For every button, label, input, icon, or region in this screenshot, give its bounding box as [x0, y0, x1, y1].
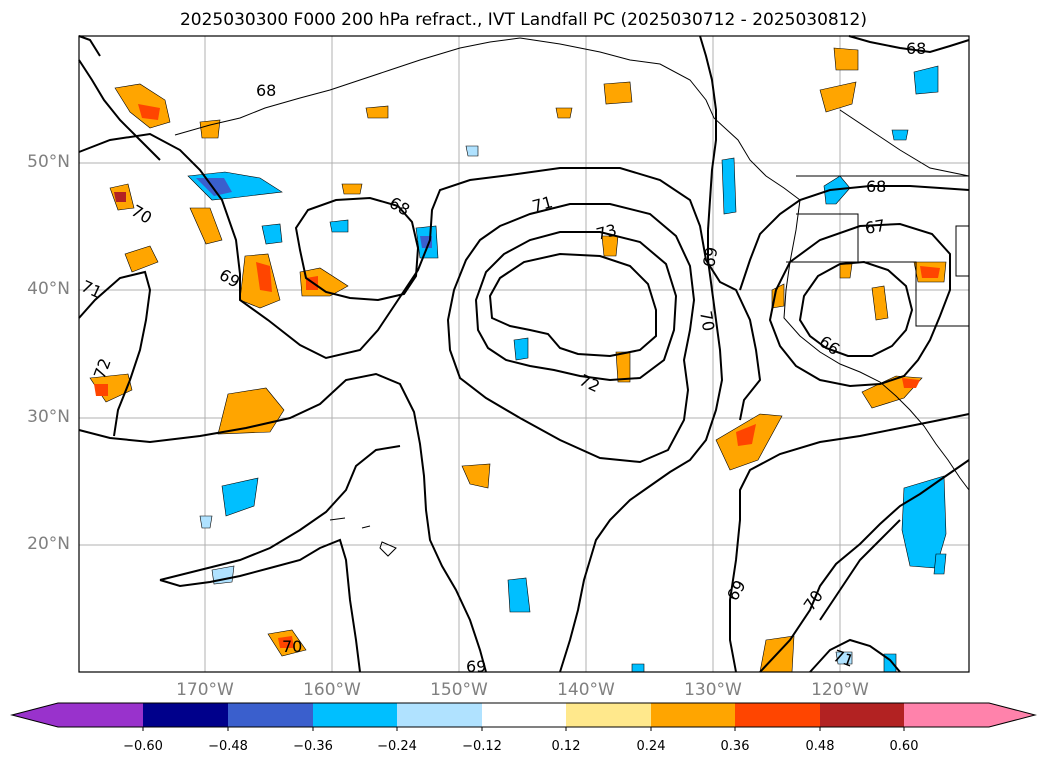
colorbar-bin	[313, 703, 397, 727]
colorbar-extend-min	[12, 703, 58, 727]
graticule	[79, 36, 969, 672]
colorbar-bin	[904, 703, 989, 727]
colorbar-bin	[566, 703, 651, 727]
colorbar-tick-label: −0.24	[377, 739, 417, 754]
colorbar-tick-label: 0.36	[720, 739, 750, 754]
colorbar-outline	[10, 702, 1037, 728]
lat-label: 30°N	[27, 407, 70, 427]
colorbar-tick-label: 0.60	[889, 739, 919, 754]
colorbar-bin	[482, 703, 566, 727]
colorbar-bin	[397, 703, 482, 727]
lon-label: 150°W	[430, 680, 488, 700]
colorbar-bin	[651, 703, 735, 727]
contour-label: 68	[256, 81, 276, 100]
lon-label: 170°W	[176, 680, 234, 700]
contour-label: 69	[466, 657, 486, 676]
colorbar-extend-max	[989, 703, 1035, 727]
colorbar-tick-label: −0.48	[208, 739, 248, 754]
lon-label: 140°W	[557, 680, 615, 700]
lon-label: 120°W	[811, 680, 869, 700]
map-frame	[78, 35, 970, 673]
contour-label: 70	[282, 637, 302, 656]
lat-label: 20°N	[27, 534, 70, 554]
lat-label: 50°N	[27, 152, 70, 172]
contour-label: 68	[866, 177, 886, 196]
contour-label: 68	[906, 39, 926, 58]
contour-label: 73	[594, 220, 619, 244]
lon-label: 130°W	[684, 680, 742, 700]
refractivity-contours	[78, 35, 970, 673]
colorbar-bin	[143, 703, 228, 727]
colorbar-bin	[820, 703, 904, 727]
colorbar-tick-label: −0.36	[293, 739, 333, 754]
colorbar	[10, 702, 1037, 731]
colorbar-tick-label: −0.60	[123, 739, 163, 754]
colorbar-tick-label: 0.12	[551, 739, 581, 754]
colorbar-bin	[58, 703, 143, 727]
colorbar-tick-label: −0.12	[462, 739, 502, 754]
page-title: 2025030300 F000 200 hPa refract., IVT La…	[179, 10, 867, 30]
lat-label: 40°N	[27, 279, 70, 299]
colorbar-tick-label: 0.24	[636, 739, 666, 754]
colorbar-tick-label: 0.48	[805, 739, 835, 754]
colorbar-bin	[735, 703, 820, 727]
contour-label: 69	[699, 245, 721, 268]
contour-label: 71	[530, 192, 555, 216]
contour-label: 67	[863, 216, 886, 238]
contour-label: 70	[696, 309, 718, 332]
colorbar-bin	[228, 703, 313, 727]
lon-label: 160°W	[303, 680, 361, 700]
coastlines	[174, 37, 970, 557]
